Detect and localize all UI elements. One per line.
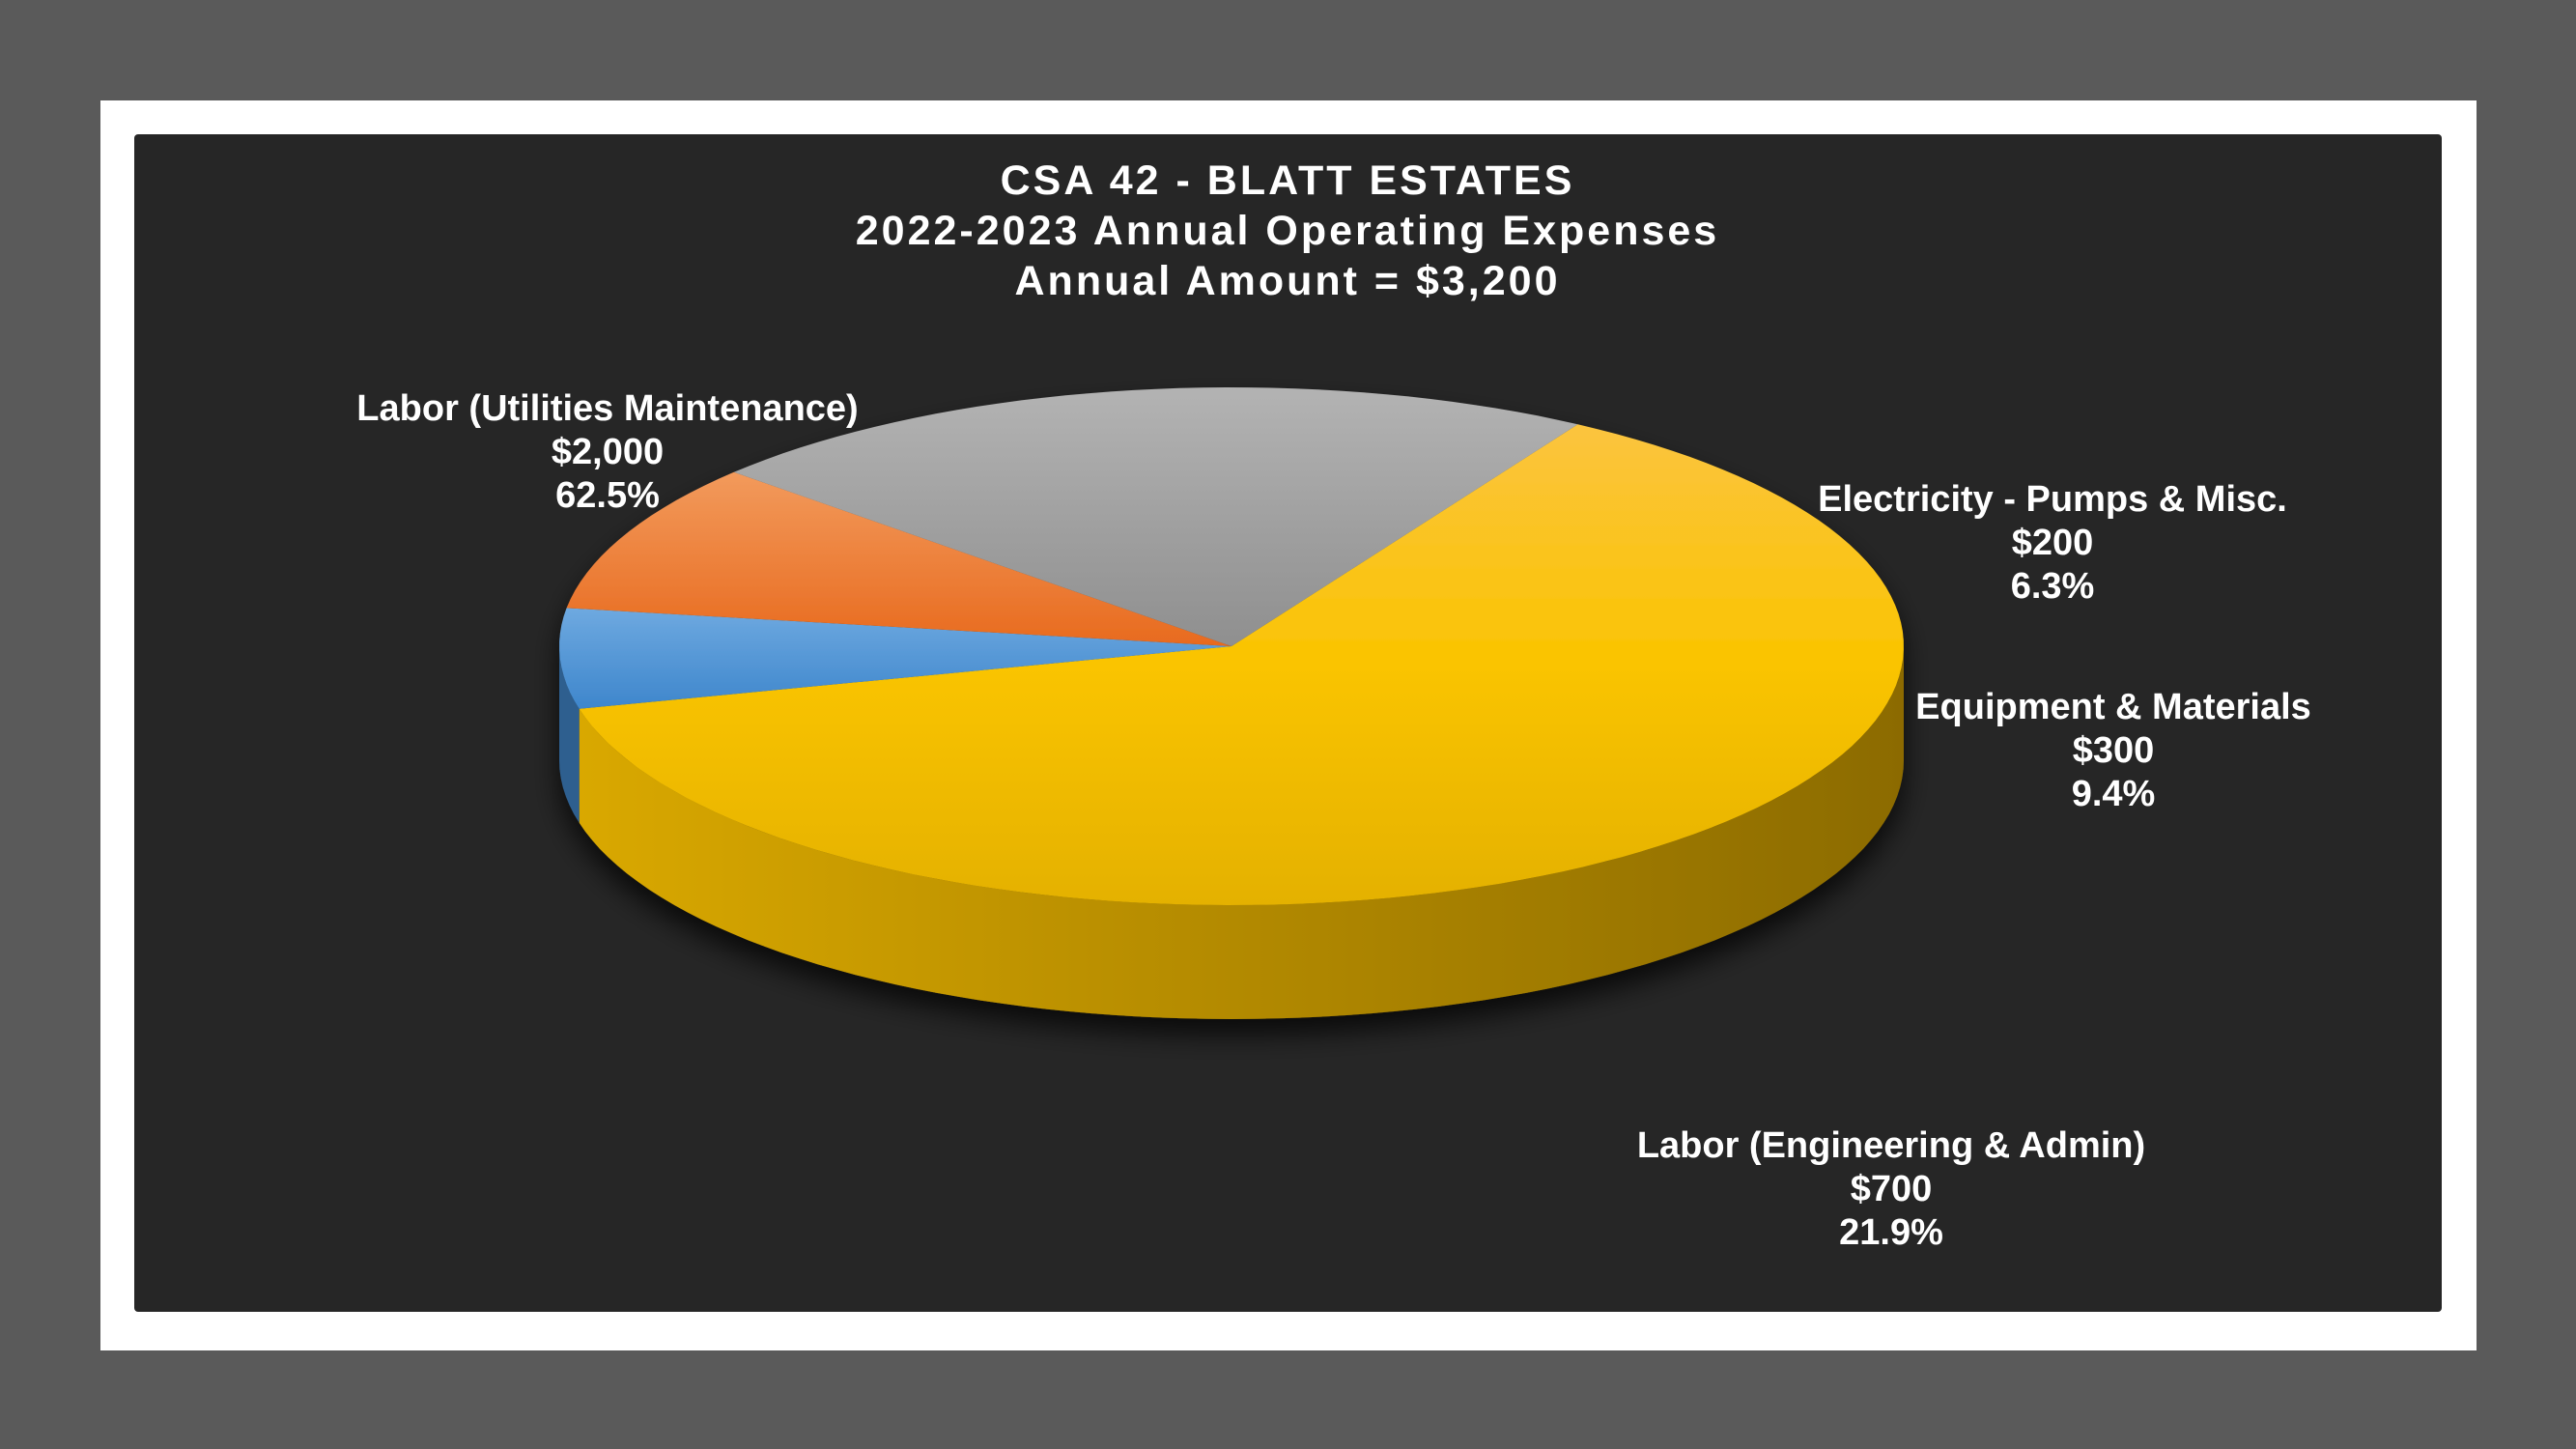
slice-label-percent: 6.3% (2011, 566, 2095, 607)
slice-label-name: Labor (Engineering & Admin) (1637, 1125, 2145, 1166)
slice-label-percent: 21.9% (1839, 1212, 1943, 1253)
chart-title-line-1: CSA 42 - BLATT ESTATES (1001, 157, 1575, 204)
slice-labor-engineering (733, 387, 1578, 646)
chart-title-line-2: 2022-2023 Annual Operating Expenses (856, 208, 1719, 254)
pie-chart: CSA 42 - BLATT ESTATES 2022-2023 Annual … (356, 157, 2311, 1253)
slice-label-value: $200 (2012, 523, 2094, 563)
slice-label-percent: 9.4% (2072, 774, 2156, 814)
label-labor-engineering: Labor (Engineering & Admin) $700 21.9% (1637, 1125, 2145, 1253)
slice-label-percent: 62.5% (555, 475, 660, 516)
outer-frame: CSA 42 - BLATT ESTATES 2022-2023 Annual … (100, 100, 2477, 1350)
slice-labor-utilities (579, 424, 1904, 905)
label-equipment: Equipment & Materials $300 9.4% (1915, 687, 2311, 814)
chart-panel: CSA 42 - BLATT ESTATES 2022-2023 Annual … (134, 134, 2442, 1312)
slice-labor-utilities-side (579, 646, 1905, 1019)
slice-label-name: Electricity - Pumps & Misc. (1818, 479, 2287, 520)
slice-label-name: Labor (Utilities Maintenance) (356, 388, 858, 429)
label-labor-utilities: Labor (Utilities Maintenance) $2,000 62.… (356, 388, 858, 516)
pie-body (559, 387, 1905, 1019)
slice-label-value: $700 (1851, 1169, 1933, 1209)
slice-electricity-side (559, 646, 580, 823)
slice-label-name: Equipment & Materials (1915, 687, 2311, 727)
label-electricity: Electricity - Pumps & Misc. $200 6.3% (1818, 479, 2287, 607)
slice-label-value: $300 (2073, 730, 2155, 771)
slice-equipment (566, 471, 1231, 646)
slice-label-value: $2,000 (552, 432, 664, 472)
slice-electricity (559, 608, 1231, 709)
chart-title-line-3: Annual Amount = $3,200 (1015, 258, 1561, 304)
